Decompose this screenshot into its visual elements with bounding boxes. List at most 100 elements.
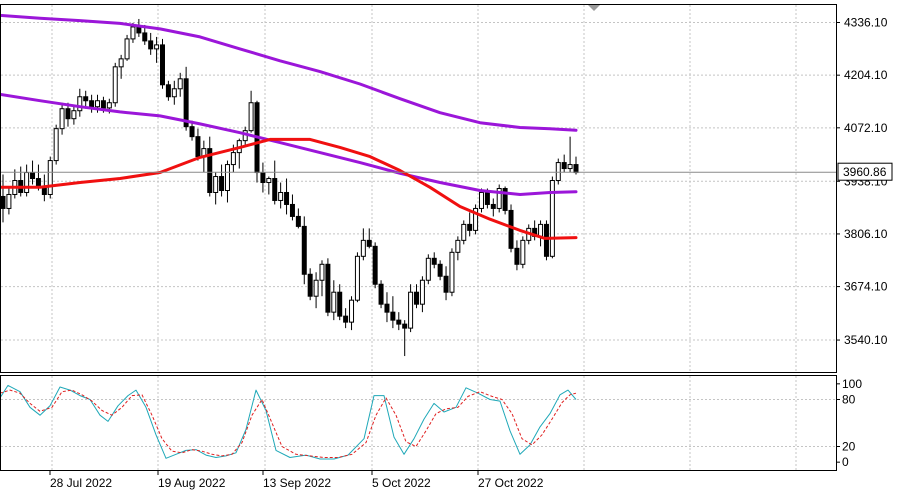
moving-average-line-2 <box>0 92 578 196</box>
candle <box>561 154 567 173</box>
candle <box>360 228 366 261</box>
candle <box>414 284 420 309</box>
candle <box>219 164 225 197</box>
price-tick-label: 3540.10 <box>844 333 888 347</box>
candle <box>543 220 549 261</box>
oscillator-tick-label: 20 <box>842 440 856 454</box>
candle <box>514 240 520 271</box>
oscillator-lines <box>0 384 577 460</box>
oscillator-line-1 <box>0 384 577 460</box>
time-axis: 28 Jul 2022 19 Aug 2022 13 Sep 2022 5 Oct 2… <box>49 470 544 490</box>
candle <box>207 136 213 197</box>
candle <box>171 80 177 105</box>
current-price-label: 3960.86 <box>843 165 887 179</box>
candle <box>449 248 455 297</box>
main-panel[interactable] <box>0 4 837 373</box>
time-tick-label: 19 Aug 2022 <box>158 476 226 490</box>
candle <box>343 308 349 329</box>
oscillator-tick-label: 80 <box>842 393 856 407</box>
candle <box>289 194 295 221</box>
candle <box>366 228 372 249</box>
time-tick-label: 13 Sep 2022 <box>263 476 331 490</box>
oscillator-tick-label: 100 <box>842 377 862 391</box>
oscillator-line-2 <box>0 389 577 458</box>
candle <box>272 160 278 205</box>
candle <box>83 90 89 109</box>
candle <box>431 252 437 269</box>
candle <box>148 32 154 55</box>
candle <box>390 296 396 329</box>
price-tick-label: 3674.10 <box>844 280 888 294</box>
price-tick-label: 4336.10 <box>844 16 888 30</box>
price-axis: 4336.104204.104072.103938.103806.103674.… <box>836 16 888 347</box>
candle <box>549 176 555 259</box>
candle <box>295 208 301 229</box>
candle <box>248 90 254 133</box>
candle <box>124 34 130 61</box>
candle <box>408 284 414 333</box>
candle <box>555 158 561 185</box>
candle <box>284 178 290 215</box>
candle <box>325 258 331 317</box>
candle <box>319 260 325 297</box>
candle <box>402 320 408 357</box>
candle <box>478 188 484 213</box>
main-panel-border <box>0 4 837 373</box>
candle <box>443 266 449 301</box>
candle <box>419 276 425 313</box>
candle <box>189 120 195 141</box>
candle <box>337 284 343 321</box>
candle <box>278 182 284 209</box>
candle <box>77 88 83 117</box>
oscillator-panel-border <box>0 375 837 471</box>
candle <box>349 296 355 331</box>
candle <box>396 312 402 331</box>
candle <box>437 260 443 281</box>
candle <box>567 136 573 173</box>
candle <box>65 102 71 127</box>
oscillator-grid <box>1 376 836 470</box>
moving-average-line-1 <box>0 13 578 132</box>
candle <box>53 124 59 165</box>
candle <box>177 72 183 97</box>
candle <box>118 54 124 79</box>
moving-averages <box>0 13 578 240</box>
candle <box>461 220 467 245</box>
candle <box>59 102 65 135</box>
candle <box>47 156 53 199</box>
time-tick-label: 27 Oct 2022 <box>478 476 544 490</box>
candle <box>331 280 337 321</box>
price-tick-label: 3806.10 <box>844 227 888 241</box>
candle <box>378 280 384 309</box>
oscillator-panel[interactable] <box>0 375 837 471</box>
time-tick-label: 5 Oct 2022 <box>372 476 431 490</box>
oscillator-axis: 100 80 200 <box>836 377 862 469</box>
price-tick-label: 4072.10 <box>844 121 888 135</box>
current-price-tag: 3960.86 <box>837 162 893 181</box>
candle <box>266 176 272 195</box>
shift-marker-icon[interactable] <box>588 5 600 11</box>
candle <box>467 212 473 237</box>
moving-average-line-3 <box>0 137 578 240</box>
candle <box>384 292 390 323</box>
candle <box>455 236 461 261</box>
candle <box>213 172 219 205</box>
candle <box>112 62 118 107</box>
candle <box>165 80 171 101</box>
candle <box>224 160 230 203</box>
candle <box>313 272 319 309</box>
candle <box>425 254 431 285</box>
candle <box>159 38 165 89</box>
candle <box>354 252 360 303</box>
oscillator-tick-label: 0 <box>842 455 849 469</box>
candle <box>520 236 526 269</box>
time-tick-label: 28 Jul 2022 <box>50 476 112 490</box>
candle <box>490 198 496 217</box>
candle <box>502 186 508 215</box>
price-tick-label: 4204.10 <box>844 68 888 82</box>
candle <box>71 104 77 125</box>
candle <box>6 186 12 215</box>
candle <box>496 184 502 213</box>
